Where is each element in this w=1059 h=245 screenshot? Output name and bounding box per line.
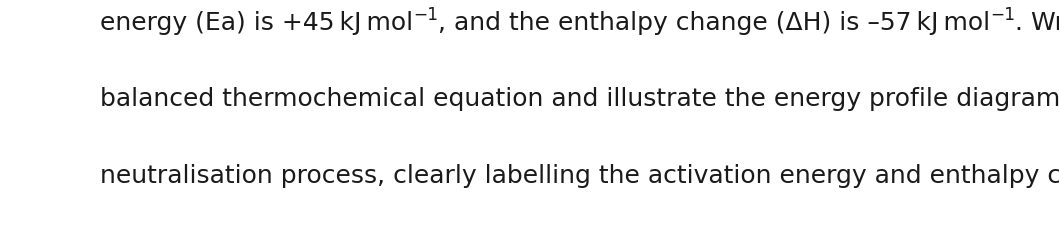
Text: energy (Ea) is +45 kJ mol: energy (Ea) is +45 kJ mol [100, 11, 413, 35]
Text: −1: −1 [413, 6, 438, 24]
Text: neutralisation process, clearly labelling the activation energy and enthalpy cha: neutralisation process, clearly labellin… [100, 163, 1059, 187]
Text: balanced thermochemical equation and illustrate the energy profile diagram for t: balanced thermochemical equation and ill… [100, 87, 1059, 111]
Text: −1: −1 [990, 6, 1016, 24]
Text: , and the enthalpy change (ΔH) is –57 kJ mol: , and the enthalpy change (ΔH) is –57 kJ… [438, 11, 990, 35]
Text: . Write the: . Write the [1016, 11, 1059, 35]
